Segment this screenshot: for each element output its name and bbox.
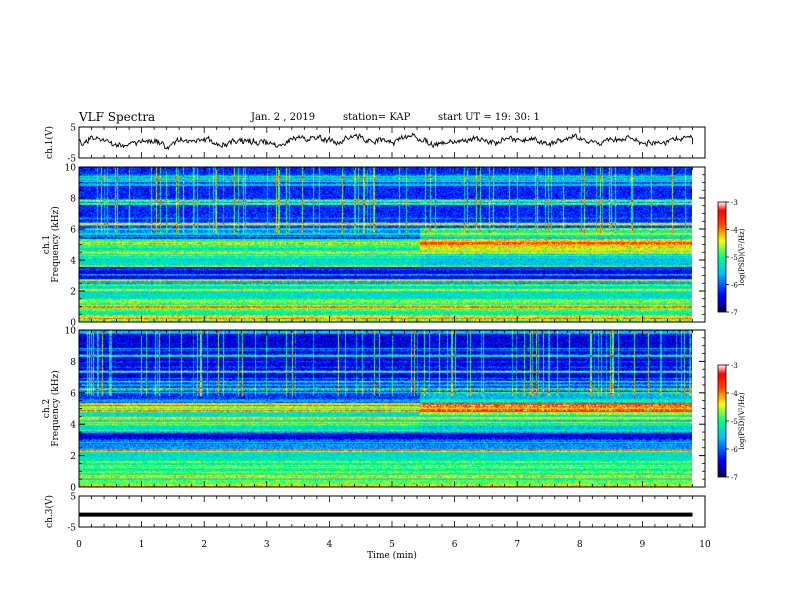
x-tick-label: 9 bbox=[640, 540, 646, 550]
ch1-spectrogram-colorbar bbox=[717, 201, 727, 313]
y-tick-label: -5 bbox=[67, 524, 76, 534]
y-tick-label: 0 bbox=[70, 319, 76, 329]
ch1-spectrogram-colorbar-label: log(PSD)(V²/Hz) bbox=[738, 228, 746, 285]
y-tick-label: 4 bbox=[70, 421, 76, 431]
start-time-label: start UT = 19: 30: 1 bbox=[438, 112, 540, 123]
colorbar-tick-label: -6 bbox=[731, 446, 738, 454]
ch1-spectrogram-ylabel: Frequency (kHz) bbox=[50, 206, 61, 283]
colorbar-tick-label: -4 bbox=[731, 227, 738, 235]
station-label: station= KAP bbox=[343, 112, 411, 123]
y-tick-label: -5 bbox=[67, 155, 76, 165]
x-axis-label: Time (min) bbox=[367, 550, 417, 561]
x-tick-label: 0 bbox=[76, 540, 82, 550]
ch2-spectrogram-channel-label: ch.2 bbox=[42, 399, 52, 418]
ch2-spectrogram-image bbox=[79, 330, 692, 487]
ch1-waveform-line bbox=[78, 132, 693, 151]
colorbar-tick-label: -3 bbox=[731, 199, 738, 207]
y-tick-label: 2 bbox=[70, 288, 76, 298]
colorbar-tick-label: -3 bbox=[731, 362, 738, 370]
y-tick-label: 10 bbox=[65, 327, 77, 337]
y-tick-label: 6 bbox=[70, 226, 76, 236]
y-tick-label: 5 bbox=[70, 493, 76, 503]
colorbar-tick-label: -6 bbox=[731, 282, 738, 290]
colorbar-tick-label: -7 bbox=[731, 474, 738, 482]
y-tick-label: 6 bbox=[70, 389, 76, 399]
colorbar-tick-label: -5 bbox=[731, 418, 738, 426]
ch2-spectrogram-ylabel: Frequency (kHz) bbox=[50, 370, 61, 447]
y-tick-label: 4 bbox=[70, 257, 76, 267]
ch3-waveform-ylabel: ch.3(V) bbox=[44, 495, 55, 528]
ch1-spectrogram-image bbox=[79, 167, 692, 322]
y-tick-label: 0 bbox=[70, 484, 76, 494]
ch1-spectrogram-channel-label: ch.1 bbox=[42, 235, 52, 254]
y-tick-label: 8 bbox=[70, 358, 76, 368]
x-tick-label: 7 bbox=[514, 540, 520, 550]
colorbar-tick-label: -4 bbox=[731, 390, 738, 398]
ch2-spectrogram-colorbar bbox=[717, 364, 727, 478]
x-tick-label: 8 bbox=[577, 540, 583, 550]
date-label: Jan. 2 , 2019 bbox=[251, 112, 316, 123]
x-tick-label: 6 bbox=[452, 540, 458, 550]
colorbar-tick-label: -5 bbox=[731, 254, 738, 262]
y-tick-label: 2 bbox=[70, 452, 76, 462]
x-tick-label: 5 bbox=[389, 540, 395, 550]
x-tick-label: 3 bbox=[264, 540, 270, 550]
figure-title: VLF Spectra bbox=[79, 110, 156, 124]
x-tick-label: 1 bbox=[139, 540, 145, 550]
ch2-spectrogram-colorbar-label: log(PSD)(V²/Hz) bbox=[738, 392, 746, 449]
ch1-waveform-ylabel: ch.1(V) bbox=[44, 126, 55, 159]
y-tick-label: 8 bbox=[70, 195, 76, 205]
x-tick-label: 10 bbox=[699, 540, 711, 550]
x-tick-label: 4 bbox=[327, 540, 333, 550]
x-tick-label: 2 bbox=[201, 540, 207, 550]
y-tick-label: 5 bbox=[70, 124, 76, 134]
y-tick-label: 10 bbox=[65, 164, 77, 174]
colorbar-tick-label: -7 bbox=[731, 309, 738, 317]
